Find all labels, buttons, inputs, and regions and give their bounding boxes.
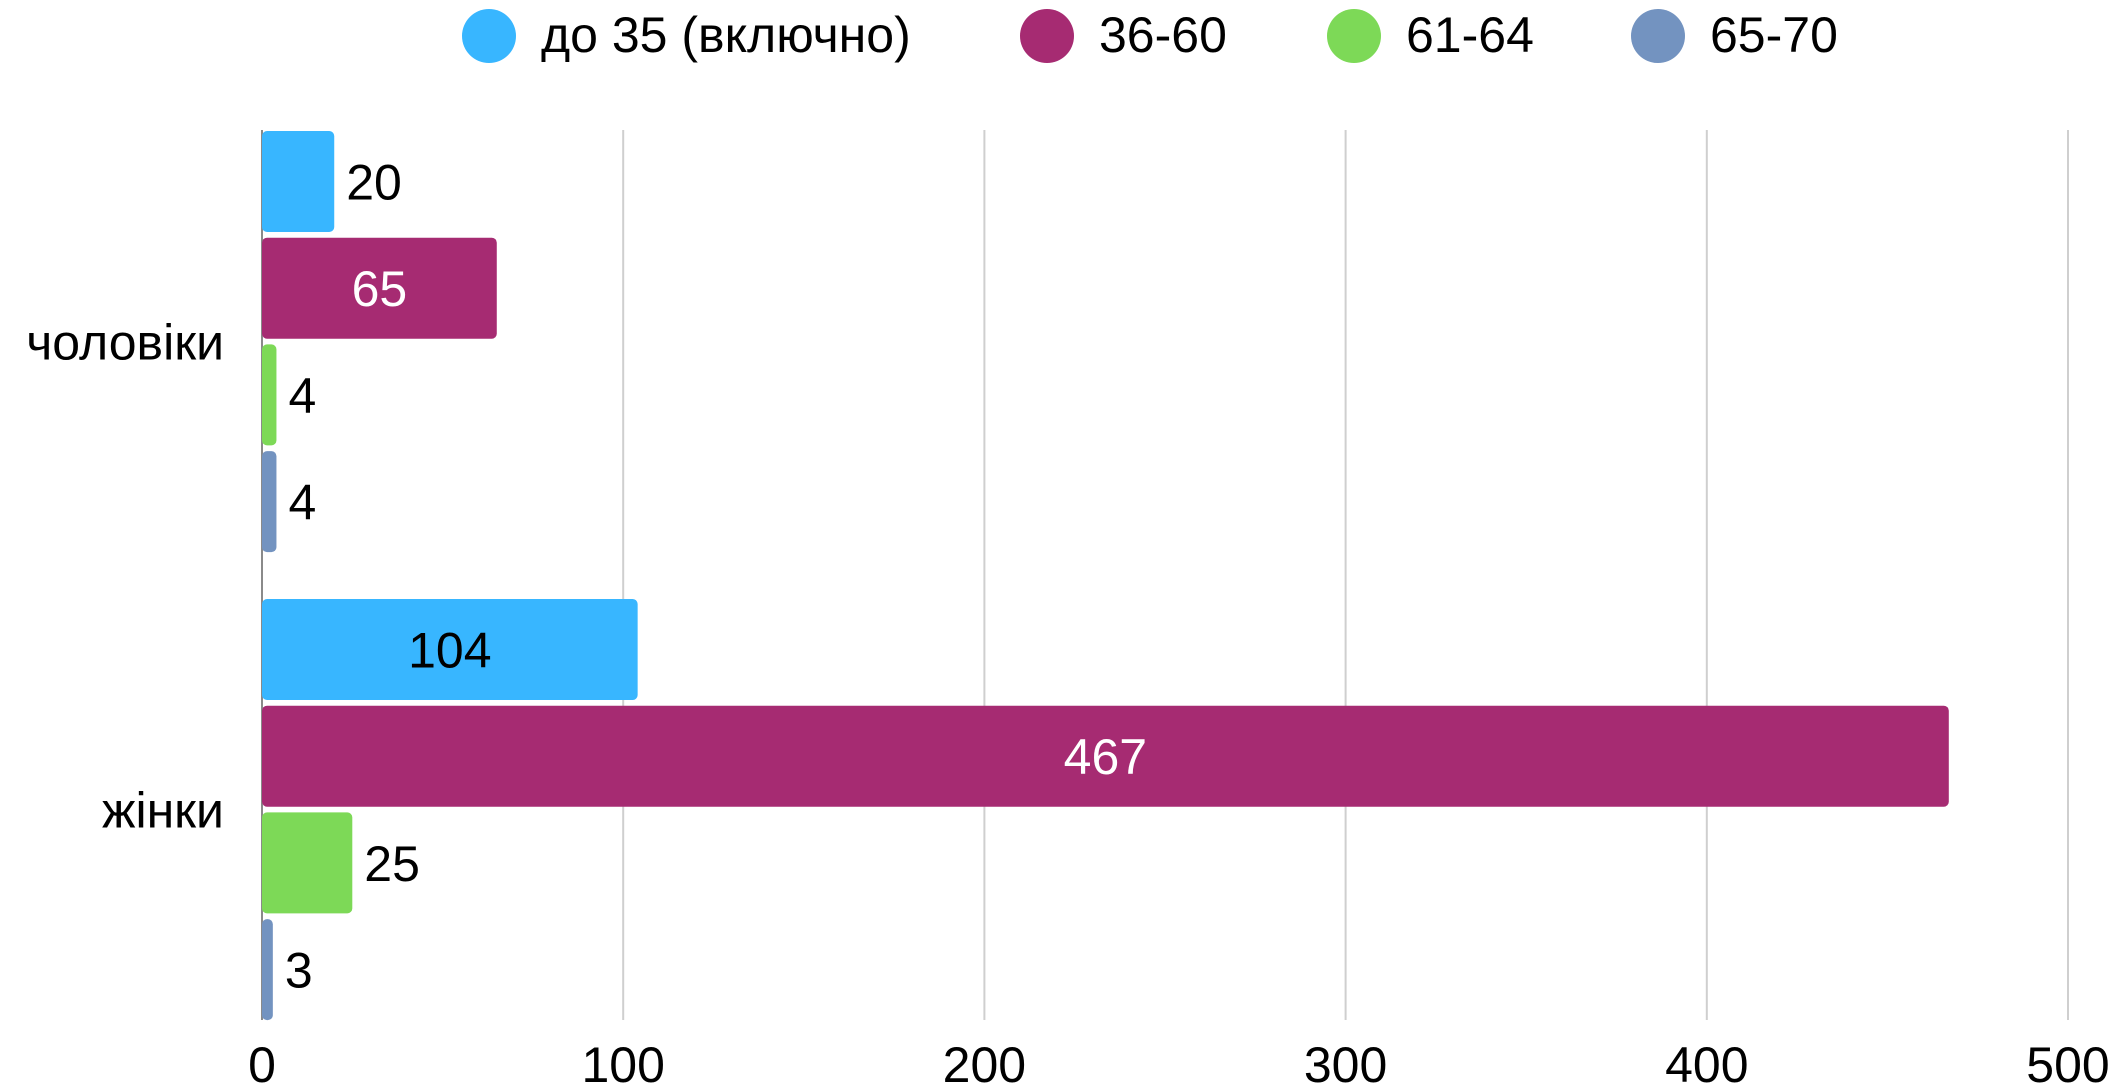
grid-lines bbox=[622, 130, 2069, 1020]
bar-чоловіки-2 bbox=[262, 344, 277, 446]
data-labels: 20 65 4 4 104 467 25 3 bbox=[285, 155, 1147, 999]
bar-жінки-1 bbox=[262, 705, 1949, 807]
legend-marker bbox=[1327, 9, 1381, 63]
data-label: 65 bbox=[352, 261, 408, 317]
category-label: жінки bbox=[102, 783, 224, 839]
legend-label: 36-60 bbox=[1099, 7, 1227, 63]
x-tick-label: 300 bbox=[1304, 1037, 1387, 1088]
data-label: 25 bbox=[364, 836, 420, 892]
bar-жінки-0 bbox=[262, 599, 638, 700]
legend-item-61-64: 61-64 bbox=[1327, 7, 1534, 63]
data-label: 104 bbox=[408, 623, 491, 679]
legend-marker bbox=[1631, 9, 1685, 63]
legend-label: 61-64 bbox=[1406, 7, 1534, 63]
legend-label: до 35 (включно) bbox=[541, 7, 911, 63]
data-label: 4 bbox=[288, 475, 316, 531]
data-label: 467 bbox=[1064, 729, 1147, 785]
legend-item-36-60: 36-60 bbox=[1020, 7, 1227, 63]
x-tick-label: 500 bbox=[2026, 1037, 2109, 1088]
bar-чоловіки-1 bbox=[262, 237, 497, 339]
legend-item-до-35-включно: до 35 (включно) bbox=[462, 7, 911, 63]
x-tick-label: 0 bbox=[248, 1037, 276, 1088]
data-label: 4 bbox=[288, 368, 316, 424]
bars bbox=[262, 131, 1949, 1021]
x-tick-label: 200 bbox=[943, 1037, 1026, 1088]
x-tick-label: 100 bbox=[581, 1037, 664, 1088]
legend-label: 65-70 bbox=[1710, 7, 1838, 63]
x-tick-label: 400 bbox=[1665, 1037, 1748, 1088]
bar-жінки-2 bbox=[262, 812, 353, 914]
category-label: чоловіки bbox=[26, 315, 224, 371]
bar-жінки-3 bbox=[262, 919, 273, 1021]
bar-чоловіки-3 bbox=[262, 451, 277, 553]
legend-item-65-70: 65-70 bbox=[1631, 7, 1838, 63]
legend-marker bbox=[1020, 9, 1074, 63]
legend: до 35 (включно) 36-60 61-64 65-70 bbox=[462, 7, 1838, 63]
data-label: 20 bbox=[346, 155, 402, 211]
bar-чоловіки-0 bbox=[262, 131, 335, 232]
data-label: 3 bbox=[285, 943, 313, 999]
legend-marker bbox=[462, 9, 516, 63]
